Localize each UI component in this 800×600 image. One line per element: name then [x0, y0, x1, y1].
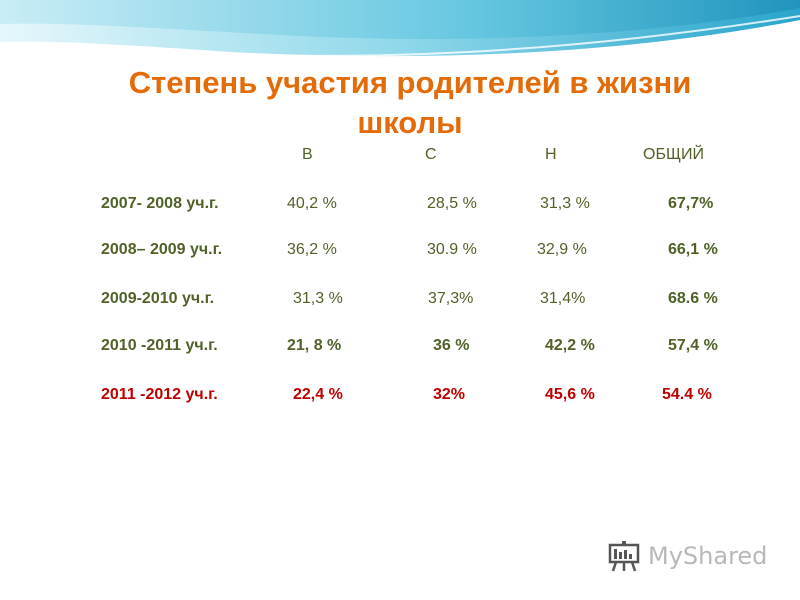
value-s: 36 % [433, 337, 470, 354]
header-wave-decoration [0, 0, 800, 57]
value-n: 45,6 % [545, 386, 595, 403]
column-headers: В С Н ОБЩИЙ [0, 146, 800, 168]
value-n: 42,2 % [545, 337, 595, 354]
value-total: 54.4 % [662, 386, 712, 403]
table-row: 2009-2010 уч.г. 31,3 % 37,3% 31,4% 68.6 … [0, 290, 800, 312]
table-row: 2010 -2011 уч.г. 21, 8 % 36 % 42,2 % 57,… [0, 337, 800, 359]
value-s: 30.9 % [427, 241, 477, 258]
header-total: ОБЩИЙ [643, 146, 704, 163]
myshared-logo: MyShared [608, 540, 768, 574]
value-total: 68.6 % [668, 290, 718, 307]
row-label: 2011 -2012 уч.г. [101, 386, 218, 403]
row-label: 2007- 2008 уч.г. [101, 195, 219, 212]
value-s: 32% [433, 386, 466, 403]
value-v: 21, 8 % [287, 337, 342, 354]
table-row: 2008– 2009 уч.г. 36,2 % 30.9 % 32,9 % 66… [0, 241, 800, 263]
value-v: 22,4 % [293, 386, 343, 403]
header-n: Н [545, 146, 557, 163]
value-total: 66,1 % [668, 241, 718, 258]
row-label: 2010 -2011 уч.г. [101, 337, 218, 354]
header-s: С [425, 146, 437, 163]
table-row: 2007- 2008 уч.г. 40,2 % 28,5 % 31,3 % 67… [0, 195, 800, 217]
value-v: 31,3 % [293, 290, 343, 307]
table-row: 2011 -2012 уч.г. 22,4 % 32% 45,6 % 54.4 … [0, 386, 800, 408]
row-label: 2008– 2009 уч.г. [101, 241, 223, 258]
value-s: 28,5 % [427, 195, 477, 212]
value-n: 31,3 % [540, 195, 590, 212]
value-v: 36,2 % [287, 241, 337, 258]
page-title: Степень участия родителей в жизни школы [128, 65, 692, 140]
value-v: 40,2 % [287, 195, 337, 212]
value-n: 32,9 % [537, 241, 587, 258]
value-total: 67,7% [668, 195, 714, 212]
logo-text: MyShared [648, 542, 768, 570]
presentation-board-icon [608, 541, 640, 572]
value-total: 57,4 % [668, 337, 718, 354]
value-n: 31,4% [540, 290, 586, 307]
header-v: В [302, 146, 313, 163]
value-s: 37,3% [428, 290, 474, 307]
row-label: 2009-2010 уч.г. [101, 290, 215, 307]
